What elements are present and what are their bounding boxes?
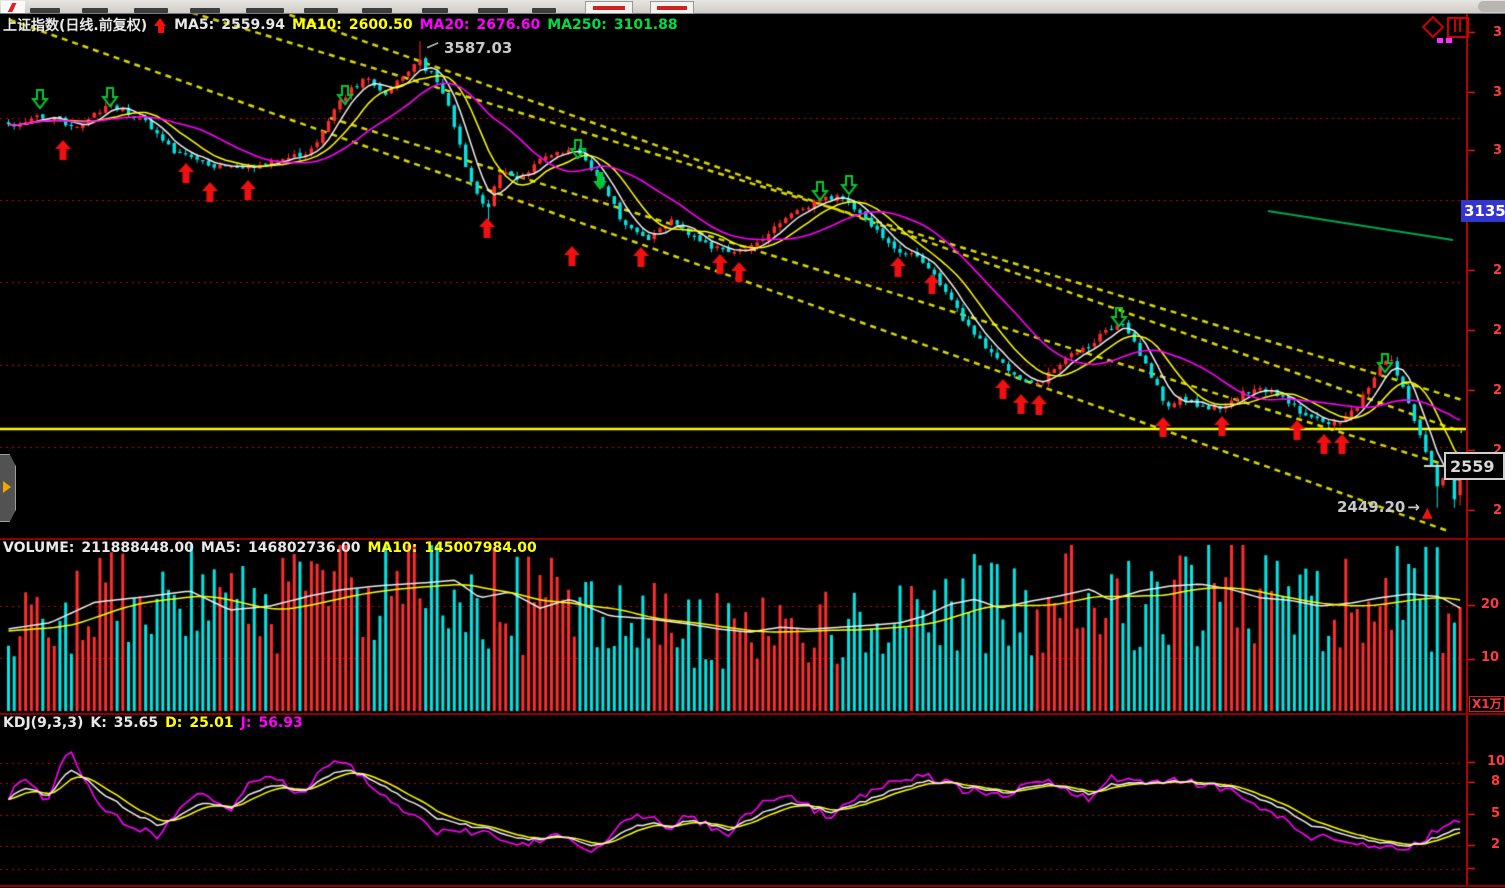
- ma250-value: 3101.88: [613, 17, 678, 33]
- volume-unit-badge: X1万: [1469, 696, 1505, 712]
- menu-item-stub[interactable]: [532, 8, 556, 13]
- pane-divider-volume: [0, 538, 1505, 540]
- split-window-icon[interactable]: [1447, 17, 1469, 38]
- price-axis-label: 3: [1493, 143, 1503, 158]
- menu-button-red-stub[interactable]: [585, 1, 633, 14]
- volume-axis-label: 10: [1481, 650, 1500, 665]
- price-axis-label: 2: [1493, 503, 1503, 518]
- kdj-axis-label: 2: [1491, 837, 1501, 852]
- menu-item-stub[interactable]: [190, 8, 220, 13]
- low-arrow-icon: →: [1407, 498, 1420, 516]
- ma10-value: 2600.50: [348, 17, 413, 33]
- menu-item-stub[interactable]: [304, 8, 338, 13]
- peak-price-label: 3587.03: [426, 39, 512, 57]
- ma5-label: MA5:: [174, 17, 215, 33]
- vol-ma10-label: MA10:: [367, 540, 418, 556]
- kdj-axis-label: 5: [1491, 806, 1501, 821]
- kdj-d-value: 25.01: [189, 715, 234, 731]
- kdj-j-value: 56.93: [258, 715, 303, 731]
- volume-label: VOLUME:: [3, 540, 75, 556]
- menu-bar: [0, 0, 1505, 14]
- app-logo-icon[interactable]: [1, 1, 25, 13]
- kdj-title: KDJ(9,3,3): [3, 715, 84, 731]
- price-pane-header: 上证指数(日线.前复权) MA5: 2559.94 MA10: 2600.50 …: [3, 15, 678, 35]
- symbol-title: 上证指数(日线.前复权): [3, 18, 148, 34]
- volume-axis-label: 20: [1481, 597, 1500, 612]
- up-arrow-icon: [154, 17, 167, 33]
- magenta-dot-icon: [1437, 38, 1443, 43]
- menu-item-stub[interactable]: [422, 8, 448, 13]
- expand-arrow-icon: [3, 481, 11, 493]
- volume-value: 211888448.00: [81, 540, 194, 556]
- pane-divider-kdj: [0, 713, 1505, 715]
- volume-pane-header: VOLUME: 211888448.00 MA5: 146802736.00 M…: [3, 540, 537, 556]
- kdj-k-label: K:: [90, 715, 107, 731]
- axis-price-badge: 3135: [1461, 200, 1505, 222]
- ma20-value: 2676.60: [476, 17, 541, 33]
- price-axis-label: 2: [1493, 263, 1503, 278]
- menu-right-control[interactable]: [1478, 1, 1505, 12]
- kdj-j-label: J:: [240, 715, 252, 731]
- menu-item-stub[interactable]: [134, 8, 168, 13]
- price-axis-line: [1466, 13, 1468, 886]
- price-axis-label: 2: [1493, 443, 1503, 458]
- bottom-border: [0, 885, 1505, 887]
- last-price-box: 2559: [1444, 452, 1505, 480]
- price-axis-label: 2: [1493, 383, 1503, 398]
- price-axis-label: 2: [1493, 323, 1503, 338]
- menu-item-stub[interactable]: [478, 8, 508, 13]
- ma5-value: 2559.94: [221, 17, 285, 33]
- sidebar-slide-tab[interactable]: [0, 454, 16, 522]
- menu-button-red-stub[interactable]: [650, 1, 694, 14]
- vol-ma5-value: 146802736.00: [247, 540, 361, 556]
- ma20-label: MA20:: [419, 17, 470, 33]
- low-price-label: 2449.20 → ▲: [1337, 498, 1433, 521]
- kdj-pane-header: KDJ(9,3,3) K: 35.65 D: 25.01 J: 56.93: [3, 715, 303, 731]
- menu-item-stub[interactable]: [82, 8, 108, 13]
- kdj-d-label: D:: [165, 715, 183, 731]
- price-axis-label: 3: [1493, 25, 1503, 40]
- kdj-axis-label: 10: [1487, 754, 1505, 769]
- menu-item-stub[interactable]: [30, 8, 60, 13]
- vol-ma5-label: MA5:: [200, 540, 241, 556]
- menu-item-stub[interactable]: [246, 8, 284, 13]
- vol-ma10-value: 145007984.00: [424, 540, 537, 556]
- low-marker-icon: ▲: [1421, 505, 1433, 521]
- magenta-dot-icon: [1446, 38, 1452, 43]
- kdj-axis-label: 8: [1491, 774, 1501, 789]
- menu-item-stub[interactable]: [362, 8, 392, 13]
- kdj-k-value: 35.65: [113, 715, 159, 731]
- ma250-label: MA250:: [547, 17, 607, 33]
- ma10-label: MA10:: [292, 17, 342, 33]
- peak-pointer-icon: [426, 41, 442, 55]
- price-axis-label: 3: [1493, 85, 1503, 100]
